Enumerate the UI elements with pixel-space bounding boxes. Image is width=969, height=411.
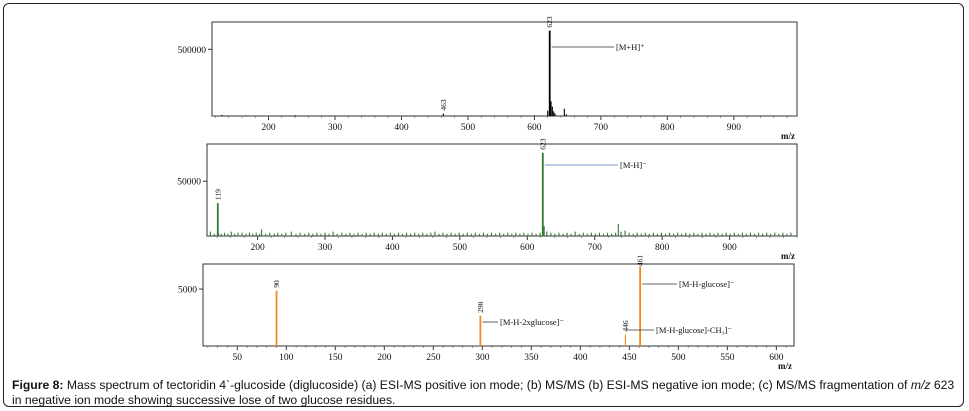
x-tick-label: 100 — [279, 353, 294, 363]
x-tick-label: 600 — [527, 123, 542, 133]
x-tick-label: 150 — [328, 353, 343, 363]
peak-annotation: [M+H]⁺ — [616, 42, 645, 52]
peak-annotation: [M-H-glucose]⁻ — [679, 279, 735, 289]
x-tick-label: 400 — [573, 353, 588, 363]
x-tick-label: 300 — [475, 353, 490, 363]
x-tick-label: 700 — [588, 243, 603, 253]
peak-label: 623 — [538, 138, 547, 150]
peak-annotation: [M-H-2xglucose]⁻ — [500, 317, 564, 327]
x-tick-label: 200 — [250, 243, 265, 253]
peak-label: 623 — [545, 16, 554, 28]
x-tick-label: 800 — [655, 243, 670, 253]
caption-mz: m/z — [910, 378, 931, 392]
peak-annotation: [M-H-glucose]-CH₃]⁻ — [656, 325, 732, 335]
x-tick-label: 350 — [524, 353, 539, 363]
x-tick-label: 600 — [520, 243, 535, 253]
caption-text-2: 623 in negative ion mode showing success… — [12, 378, 955, 407]
plot-frame-1 — [211, 21, 798, 117]
x-tick-label: 200 — [261, 123, 276, 133]
peak-label: 90 — [272, 280, 281, 288]
x-tick-label: 900 — [727, 123, 742, 133]
figure-frame — [3, 3, 964, 407]
y-tick-label: 50000 — [177, 178, 201, 188]
x-tick-label: 800 — [660, 123, 675, 133]
x-tick-label: 500 — [453, 243, 468, 253]
x-tick-label: 400 — [394, 123, 409, 133]
peak-label: 298 — [476, 301, 485, 313]
figure-caption: Figure 8: Mass spectrum of tectoridin 4`… — [12, 378, 958, 408]
x-tick-label: 300 — [328, 123, 343, 133]
caption-text-1: Mass spectrum of tectoridin 4`-glucoside… — [63, 378, 911, 392]
x-tick-label: 500 — [671, 353, 686, 363]
caption-label: Figure 8: — [12, 378, 64, 392]
x-tick-label: 700 — [594, 123, 609, 133]
x-tick-label: 200 — [377, 353, 392, 363]
x-tick-label: 500 — [461, 123, 476, 133]
peak-label: 119 — [213, 189, 222, 200]
x-axis-label: m/z — [781, 251, 795, 261]
peak-label: 463 — [439, 99, 448, 111]
x-tick-label: 400 — [385, 243, 400, 253]
x-axis-label: m/z — [781, 131, 795, 141]
y-tick-label: 5000 — [178, 286, 197, 296]
x-tick-label: 900 — [722, 243, 737, 253]
peak-annotation: [M-H]⁻ — [620, 160, 647, 170]
x-axis-label: m/z — [778, 361, 792, 371]
x-tick-label: 300 — [318, 243, 333, 253]
x-tick-label: 50 — [233, 353, 243, 363]
x-tick-label: 450 — [622, 353, 637, 363]
mass-spectra-figure: 200 300 400 500 600 700 800 900 500000 m/z 463 623 [… — [177, 16, 798, 371]
peak-label: 461 — [636, 255, 645, 267]
x-tick-label: 550 — [720, 353, 735, 363]
x-tick-label: 250 — [426, 353, 441, 363]
plot-frame-3 — [202, 263, 795, 347]
x-tick-label: 600 — [769, 353, 784, 363]
y-tick-label: 500000 — [178, 46, 207, 56]
peak-label: 446 — [621, 320, 630, 332]
plot-frame-2 — [206, 143, 798, 237]
